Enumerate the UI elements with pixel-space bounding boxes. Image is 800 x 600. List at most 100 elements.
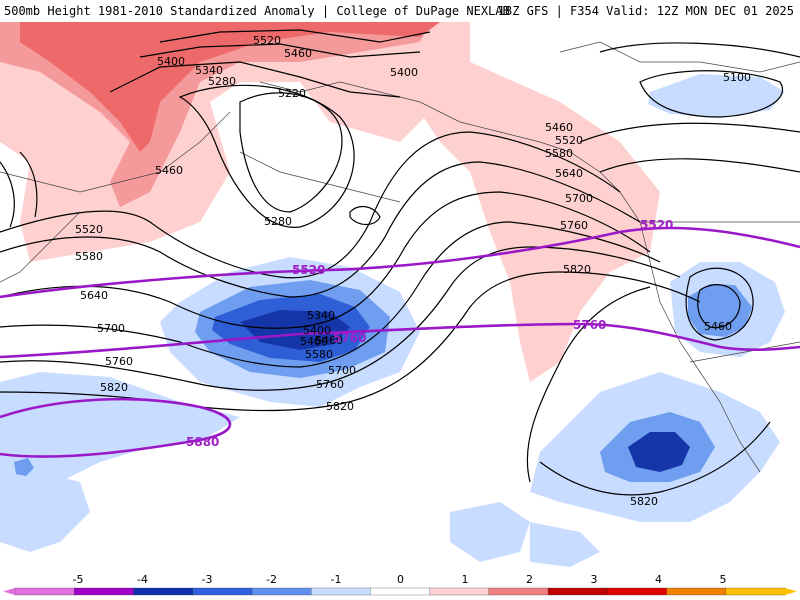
- colorbar-arrow-right: [785, 588, 797, 595]
- contour-label: 5760: [560, 219, 588, 232]
- negative-anomaly-region: [688, 284, 752, 337]
- negative-anomaly-region: [0, 472, 90, 552]
- contour-label: 5460: [300, 335, 328, 348]
- height-contour: [526, 286, 651, 483]
- thickness-contours: [0, 226, 800, 458]
- contour-label: 5520: [555, 134, 583, 147]
- colorbar-tick-label: -4: [137, 573, 148, 586]
- contour-label: 5820: [100, 381, 128, 394]
- contour-label: 5400: [157, 55, 185, 68]
- model-valid-time: 18Z GFS | F354 Valid: 12Z MON DEC 01 202…: [497, 4, 794, 18]
- colorbar-tick-label: -3: [202, 573, 213, 586]
- contour-label: 5700: [328, 364, 356, 377]
- colorbar-tick-label: 1: [462, 573, 469, 586]
- hudson-bay-coastline: [559, 41, 800, 73]
- aleutian-islands: [239, 151, 401, 203]
- contour-label: 5460: [155, 164, 183, 177]
- height-contour: [0, 161, 641, 298]
- height-contour: [697, 284, 741, 329]
- height-contour: [685, 267, 754, 341]
- colorbar-swatch: [14, 587, 75, 596]
- height-contour: [159, 29, 431, 43]
- colorbar-swatch: [488, 587, 549, 596]
- map-header: 500mb Height 1981-2010 Standardized Anom…: [0, 0, 800, 22]
- colorbar-tick-label: -1: [331, 573, 342, 586]
- contour-label: 5220: [278, 87, 306, 100]
- colorbar-tick-label: -2: [266, 573, 277, 586]
- contour-label: 5460: [315, 334, 343, 347]
- colorbar-swatch: [133, 587, 194, 596]
- height-contour: [599, 158, 800, 173]
- contour-label: 5400: [303, 324, 331, 337]
- height-contour: [539, 421, 771, 496]
- contour-label: 5580: [305, 348, 333, 361]
- contour-label: 5640: [80, 289, 108, 302]
- siberia-coastline: [0, 111, 231, 193]
- contour-label: 5340: [195, 64, 223, 77]
- contour-label: 5400: [390, 66, 418, 79]
- colorbar-tick-label: 0: [397, 573, 404, 586]
- positive-anomaly-region: [400, 62, 660, 382]
- colorbar-tick-label: 4: [655, 573, 662, 586]
- contour-label: 5280: [264, 215, 292, 228]
- negative-anomaly-region: [628, 432, 690, 472]
- anomaly-colorbar: -5 -4 -3 -2 -1 0 1 2 3 4 5: [3, 573, 797, 596]
- thickness-contour-5520: [0, 226, 800, 299]
- height-contour: [178, 84, 355, 228]
- contour-label: 5520: [75, 223, 103, 236]
- height-contour: [0, 131, 621, 279]
- map-title: 500mb Height 1981-2010 Standardized Anom…: [4, 4, 510, 18]
- negative-anomaly-region: [648, 74, 785, 117]
- thickness-contour-5880: [0, 397, 232, 458]
- colorbar-swatch: [607, 587, 668, 596]
- height-contour: [599, 42, 800, 58]
- thickness-label: 5520: [640, 218, 673, 232]
- colorbar-swatch: [74, 587, 135, 596]
- height-contour: [0, 191, 651, 329]
- colorbar-swatch: [251, 587, 312, 596]
- thickness-label: 5880: [186, 435, 219, 449]
- colorbar-swatch: [725, 587, 786, 596]
- height-contour: [109, 61, 401, 98]
- colorbar-swatch: [370, 587, 431, 596]
- contour-label: 5700: [565, 192, 593, 205]
- colorbar-swatch: [192, 587, 253, 596]
- negative-anomaly-region: [240, 310, 350, 350]
- coastlines: [0, 41, 800, 473]
- colorbar-swatches: [3, 587, 797, 596]
- contour-label: 5520: [253, 34, 281, 47]
- contour-label: 5760: [316, 378, 344, 391]
- thickness-contour-5760: [0, 322, 800, 359]
- negative-anomaly-region: [14, 458, 34, 476]
- contour-label: 5700: [97, 322, 125, 335]
- contour-label: 5820: [630, 495, 658, 508]
- colorbar-tick-label: 2: [526, 573, 533, 586]
- height-contour: [0, 246, 681, 391]
- height-contour: [239, 92, 343, 213]
- height-contour: [139, 43, 421, 58]
- height-contour-labels: 5520 5460 5400 5340 5280 5220 5400 5460 …: [75, 34, 751, 508]
- weather-map: 5520 5460 5400 5340 5280 5220 5400 5460 …: [0, 22, 800, 567]
- anomaly-fills: [0, 22, 785, 567]
- colorbar-swatch: [666, 587, 727, 596]
- thickness-label: 5760: [573, 318, 606, 332]
- contour-label: 5460: [545, 121, 573, 134]
- contour-label: 5820: [326, 400, 354, 413]
- colorbar-swatch: [311, 587, 372, 596]
- alaska-coastline: [259, 81, 641, 223]
- height-contour: [579, 122, 800, 143]
- colorbar-tick-label: 3: [591, 573, 598, 586]
- colorbar-tick-label: -5: [73, 573, 84, 586]
- colorbar-ticks: -5 -4 -3 -2 -1 0 1 2 3 4 5: [73, 573, 727, 586]
- colorbar-swatch: [429, 587, 490, 596]
- west-coast-coastline: [639, 221, 761, 473]
- positive-anomaly-region: [20, 22, 440, 152]
- height-contour: [19, 151, 38, 218]
- height-contour: [0, 161, 15, 228]
- negative-anomaly-region: [530, 522, 600, 567]
- contour-label: 5820: [563, 263, 591, 276]
- height-contour: [349, 205, 381, 226]
- colorbar-tick-label: 5: [720, 573, 727, 586]
- thickness-label: 5520: [292, 263, 325, 277]
- contour-label: 5340: [307, 309, 335, 322]
